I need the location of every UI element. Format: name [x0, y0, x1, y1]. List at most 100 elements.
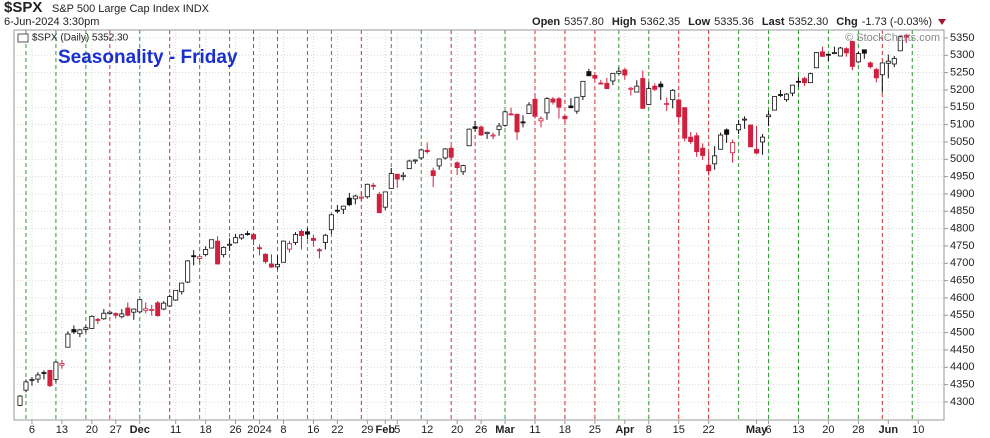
x-tick-label: 12	[421, 424, 433, 436]
candle-body	[772, 96, 778, 111]
y-tick-label: 4900	[950, 188, 974, 200]
candle-body	[257, 247, 263, 250]
x-tick-label: 5	[394, 424, 400, 436]
candle-body	[556, 98, 562, 108]
candle-body	[292, 234, 298, 243]
candle-body	[885, 60, 891, 64]
candle-body	[155, 302, 161, 317]
y-tick-label: 4650	[950, 275, 974, 287]
candle-body	[694, 135, 700, 153]
candle-body	[496, 125, 502, 130]
quote-value: 5352.30	[789, 16, 829, 28]
candle-body	[137, 299, 143, 313]
candle-body	[251, 234, 257, 240]
candle-body	[688, 136, 694, 143]
candle-body	[382, 191, 388, 208]
x-tick-label: 13	[56, 424, 68, 436]
candle-body	[41, 372, 47, 374]
candle-body	[568, 105, 574, 109]
candle-body	[843, 48, 849, 54]
y-tick-label: 5300	[950, 49, 974, 61]
y-tick-label: 5150	[950, 101, 974, 113]
y-tick-label: 5250	[950, 67, 974, 79]
candle-body	[598, 82, 604, 85]
quote-date: 6-Jun-2024 3:30pm	[4, 16, 99, 28]
candle-body	[376, 193, 382, 214]
candle-body	[400, 174, 406, 178]
candle-body	[149, 309, 155, 311]
candle-body	[442, 148, 448, 159]
candle-body	[712, 155, 718, 165]
x-tick-label: 8	[280, 424, 286, 436]
candle-body	[526, 104, 532, 114]
candle-body	[520, 121, 526, 124]
candle-body	[586, 71, 592, 77]
candle-body	[119, 313, 125, 318]
symbol-name: S&P 500 Large Cap Index INDX	[52, 3, 210, 15]
candle-body	[95, 319, 101, 321]
candle-body	[424, 149, 430, 153]
x-tick-label: 8	[646, 424, 652, 436]
x-tick-label: 29	[361, 424, 373, 436]
candle-body	[813, 52, 819, 69]
candle-body	[658, 83, 664, 88]
candle-body	[436, 158, 442, 167]
candle-body	[185, 260, 191, 283]
candle-body	[466, 128, 472, 147]
candle-body	[304, 231, 310, 235]
candle-body	[23, 381, 29, 391]
candle-body	[616, 70, 622, 74]
candle-body	[89, 315, 95, 329]
candle-body	[71, 329, 77, 333]
candle-body	[209, 239, 215, 249]
quote-label: High	[612, 16, 637, 28]
candle-body	[532, 98, 538, 117]
quote-label: Low	[688, 16, 710, 28]
candle-body	[203, 249, 209, 256]
x-tick-label: 13	[792, 424, 804, 436]
candle-body	[35, 374, 41, 380]
index-name: S&P 500 Large Cap Index	[52, 3, 180, 15]
candle-body	[406, 160, 412, 170]
x-tick-label: Dec	[130, 424, 150, 436]
x-tick-label: 27	[110, 424, 122, 436]
candle-body	[143, 308, 149, 311]
candle-body	[370, 184, 376, 187]
candle-body	[131, 308, 137, 313]
symbol: $SPX	[4, 0, 42, 16]
x-tick-label: 6	[765, 424, 771, 436]
candle-body	[742, 118, 748, 121]
x-tick-label: 22	[703, 424, 715, 436]
candle-body	[825, 53, 831, 56]
candle-body	[604, 82, 610, 89]
x-tick-label: 25	[589, 424, 601, 436]
candle-body	[47, 370, 53, 387]
candle-body	[454, 162, 460, 169]
candle-body	[430, 170, 436, 177]
candle-body	[472, 126, 478, 129]
candle-body	[83, 327, 89, 330]
y-tick-label: 5350	[950, 32, 974, 44]
candle-body	[460, 165, 466, 173]
candle-body	[754, 148, 760, 154]
candle-body	[873, 69, 879, 79]
candle-body	[53, 361, 59, 380]
candle-body	[298, 231, 304, 236]
x-tick-label: 26	[229, 424, 241, 436]
title: Seasonality - Friday	[58, 47, 238, 68]
candle-body	[490, 134, 496, 137]
candle-body	[394, 173, 400, 180]
quote-value: 5335.36	[714, 16, 754, 28]
quote-line: Open 5357.80 High 5362.35 Low 5335.36 Last 5352…	[532, 16, 932, 28]
candle-body	[388, 173, 394, 189]
candle-body	[736, 124, 742, 131]
quote-label: Chg	[836, 16, 857, 28]
candle-body	[837, 47, 843, 57]
candle-body	[550, 98, 556, 103]
candle-body	[861, 49, 867, 54]
x-tick-label: Mar	[495, 424, 515, 436]
x-tick-label: 16	[307, 424, 319, 436]
candle-body	[113, 313, 119, 316]
y-tick-label: 5000	[950, 153, 974, 165]
